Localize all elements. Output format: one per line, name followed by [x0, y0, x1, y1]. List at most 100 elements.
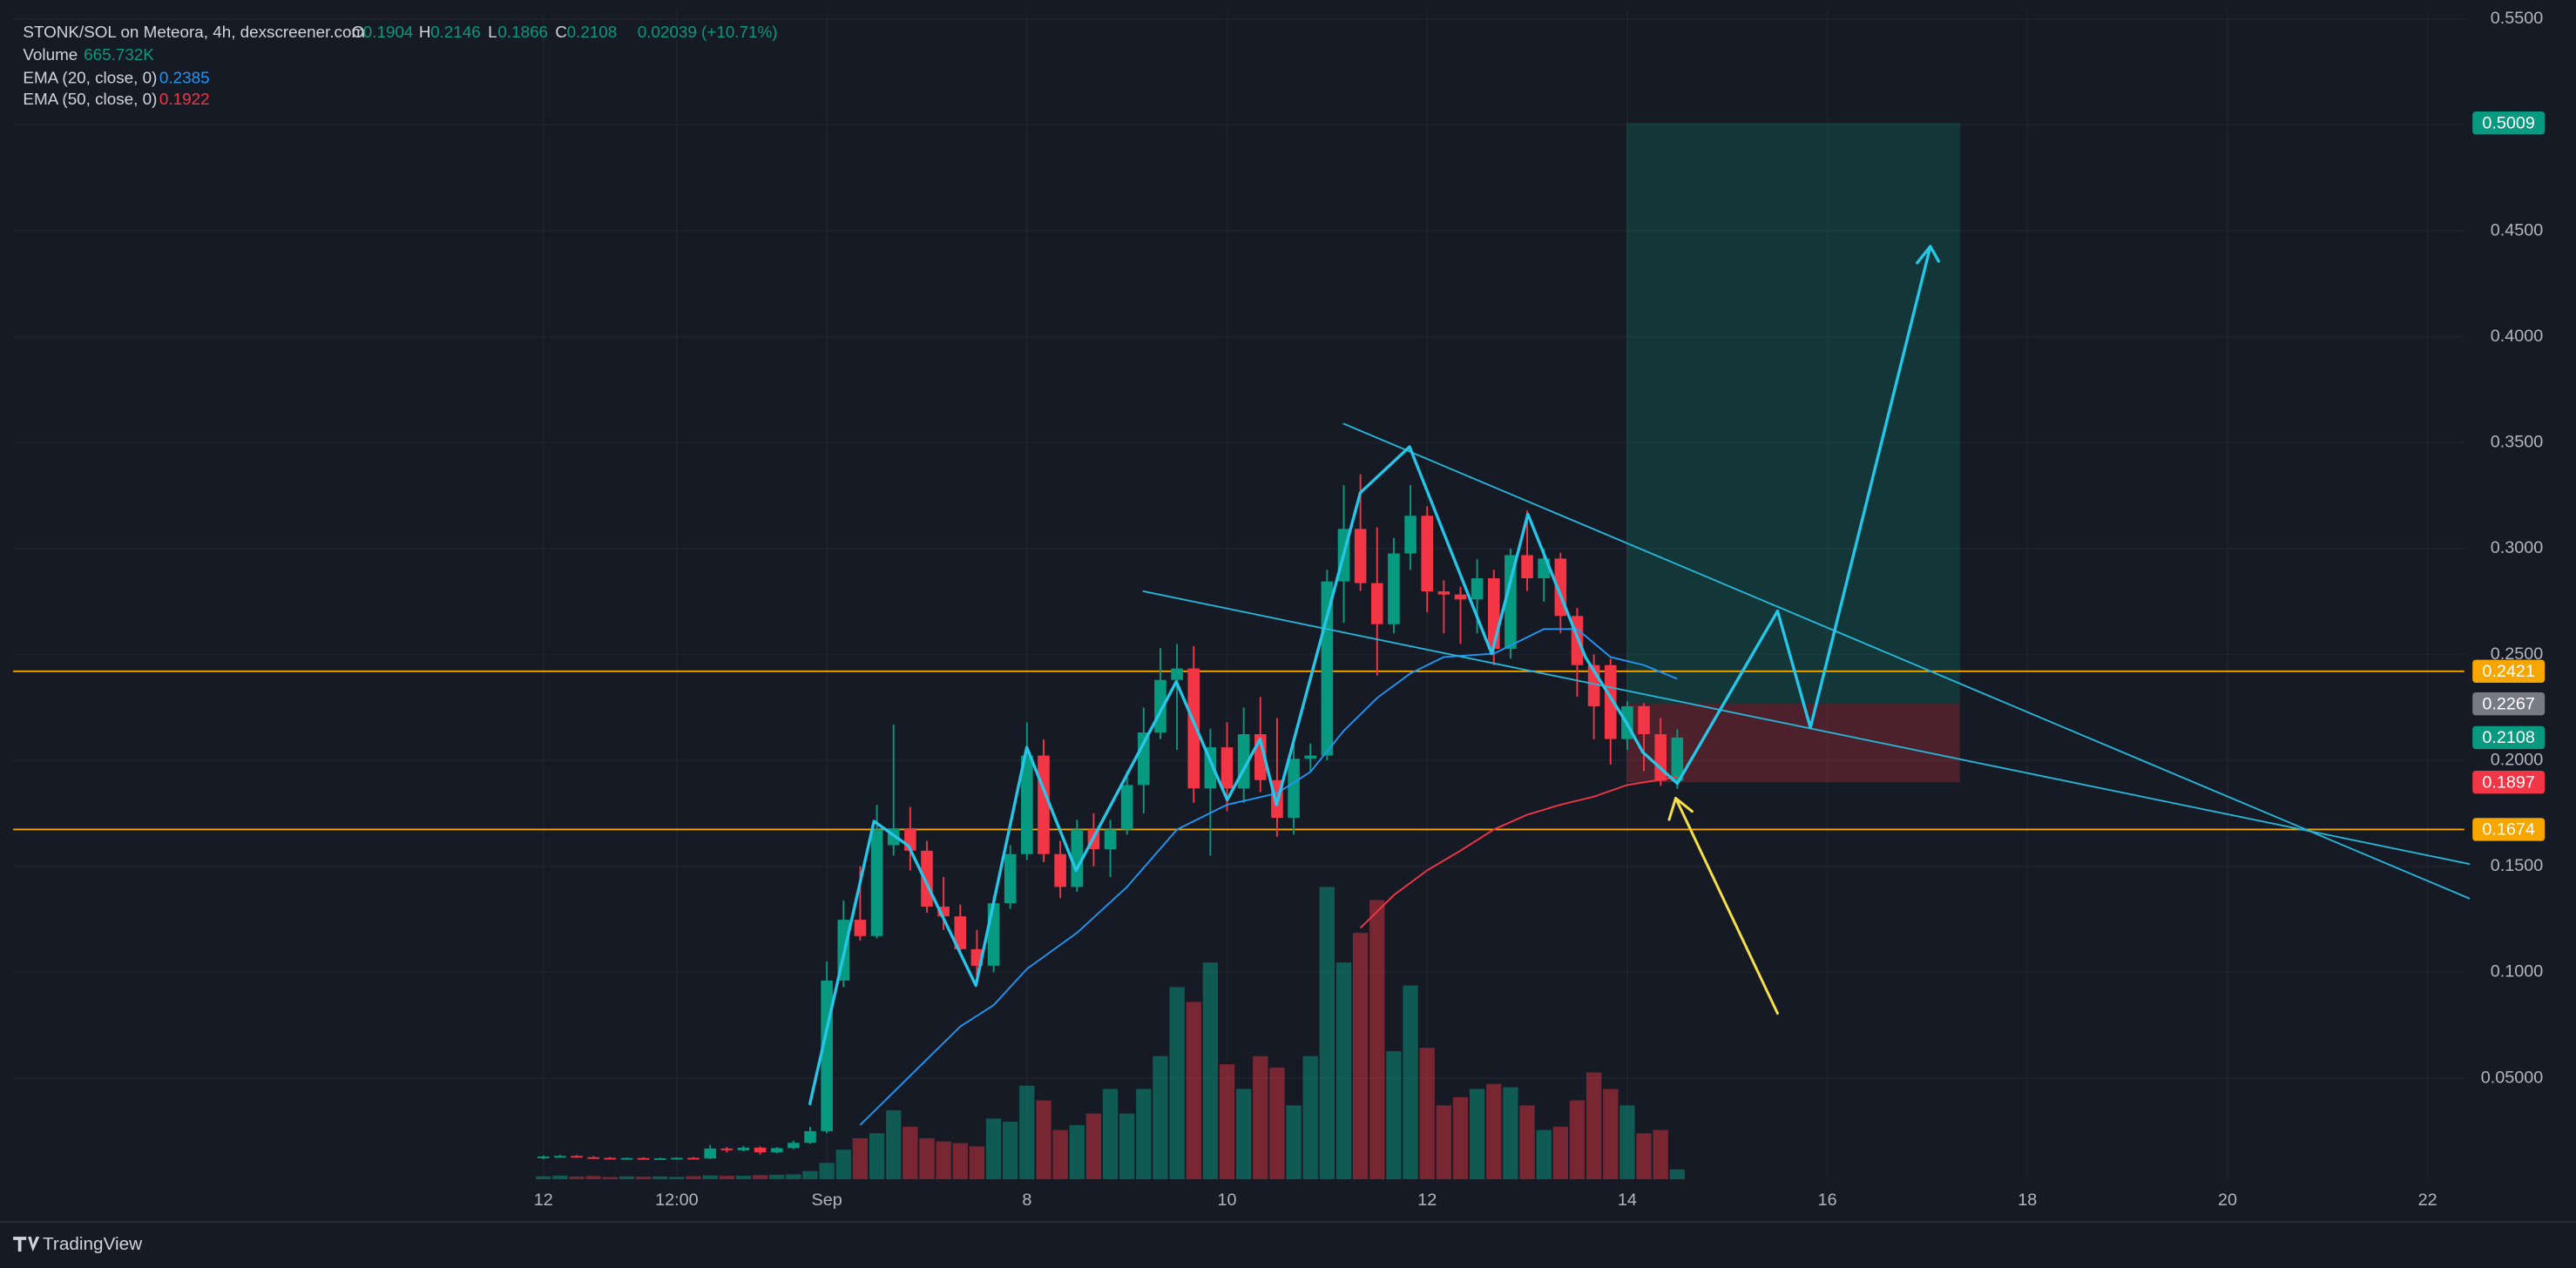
volume-bar [552, 1175, 568, 1180]
volume-bar [1202, 962, 1219, 1180]
candle-body [1471, 577, 1484, 600]
volume-bar [919, 1137, 935, 1180]
candle-body [720, 1148, 734, 1150]
volume-pane [536, 887, 1685, 1180]
candle-body [537, 1157, 550, 1158]
y-tick-label: 0.5500 [2491, 9, 2544, 28]
price-badge [2472, 818, 2546, 841]
volume-bar [1186, 1002, 1201, 1180]
volume-bar [1169, 987, 1185, 1180]
x-tick-label: 18 [2018, 1190, 2037, 1210]
y-tick-label: 0.4500 [2491, 220, 2544, 239]
candle-body [987, 903, 1000, 966]
volume-bar [852, 1137, 869, 1180]
volume-bar [903, 1126, 918, 1180]
y-tick-label: 0.1500 [2491, 856, 2544, 875]
ema-line [1359, 776, 1678, 929]
candle-body [737, 1147, 750, 1150]
price-badge [2472, 725, 2546, 750]
symbol-title: STONK/SOL on Meteora, 4h, dexscreener.co… [23, 23, 365, 41]
x-tick-label: 14 [1618, 1190, 1637, 1210]
volume-bar [1003, 1122, 1018, 1180]
x-tick-label: 12 [1417, 1190, 1437, 1210]
change: 0.02039 (+10.71%) [638, 23, 778, 41]
candle-body [1187, 668, 1200, 789]
field-value: 0.1866 [497, 23, 548, 41]
candle-body [1071, 829, 1084, 887]
candle-body [1504, 555, 1517, 649]
volume-bar [1636, 1133, 1652, 1180]
field-label: O [352, 23, 365, 41]
x-tick-label: 12:00 [655, 1190, 699, 1210]
field-label: C [555, 23, 567, 41]
candle-body [937, 907, 950, 917]
candle-body [1487, 577, 1500, 649]
trendline [1142, 590, 2471, 865]
y-tick-label: 0.4000 [2491, 327, 2544, 346]
y-tick-label: 0.3000 [2491, 538, 2544, 557]
x-tick-label: 10 [1218, 1190, 1237, 1210]
volume-bar [1219, 1064, 1235, 1180]
pointer-arrow [1674, 797, 1779, 1015]
candle-body [1371, 583, 1383, 624]
field-label: H [419, 23, 431, 41]
brand-logo [13, 1237, 40, 1252]
volume-bar [819, 1163, 835, 1180]
ema-value: 0.1922 [159, 90, 210, 108]
volume-bar [1419, 1048, 1435, 1180]
volume-bar [1052, 1130, 1068, 1180]
candle-body [687, 1157, 700, 1160]
candle-body [604, 1157, 617, 1160]
volume-bar [602, 1177, 618, 1180]
volume-bar [1386, 1051, 1402, 1180]
x-tick-label: 22 [2418, 1190, 2437, 1210]
candle-body [1038, 755, 1050, 854]
candle-body [821, 980, 833, 1131]
price-badges: 0.5009 0.2421 0.2267 0.2108 0.1897 0.1674 [2472, 111, 2546, 841]
volume-bar [1669, 1169, 1685, 1180]
candle-body [620, 1157, 633, 1160]
volume-bar [1369, 900, 1385, 1180]
price-badge [2472, 659, 2546, 683]
y-tick-label: 0.2000 [2491, 750, 2544, 769]
candle-body [1304, 755, 1317, 759]
candle-body [554, 1156, 566, 1158]
volume-bar [735, 1176, 752, 1180]
candle-body [704, 1148, 716, 1159]
price-badge-label: 0.2421 [2482, 662, 2535, 681]
field-value: 0.1904 [363, 23, 414, 41]
ema-line [859, 628, 1678, 1126]
candle-body [1354, 529, 1367, 583]
x-tick-label: 12 [534, 1190, 553, 1210]
candle-body [671, 1157, 683, 1160]
volume-bar [1286, 1105, 1302, 1180]
candle-body [1437, 591, 1450, 595]
candle-body [1521, 555, 1533, 578]
volume-bar [769, 1175, 785, 1180]
drawings [808, 245, 2471, 1106]
volume-bar [1085, 1113, 1102, 1180]
volume-bar [1486, 1083, 1502, 1180]
volume-bar [1585, 1072, 1602, 1180]
volume-bar [1452, 1096, 1469, 1180]
candle-body [854, 920, 867, 936]
candle-body [1021, 755, 1033, 854]
candle-body [1104, 829, 1117, 850]
volume-bar [1019, 1085, 1035, 1180]
volume-value: 665.732K [84, 45, 154, 64]
trendline [1342, 422, 2471, 900]
volume-bar [1153, 1056, 1168, 1180]
candle-body [1388, 553, 1400, 624]
price-badge-label: 0.2108 [2482, 728, 2535, 747]
volume-bar [835, 1150, 851, 1180]
candle-body [954, 916, 967, 949]
brand-name: TradingView [43, 1234, 143, 1254]
candle-body [1404, 516, 1416, 554]
volume-bar [1403, 985, 1418, 1180]
ema-value: 0.2385 [159, 69, 210, 87]
volume-bar [619, 1176, 635, 1180]
volume-bar [886, 1110, 902, 1180]
candle-body [1638, 705, 1650, 735]
arrow-head [1667, 797, 1694, 821]
